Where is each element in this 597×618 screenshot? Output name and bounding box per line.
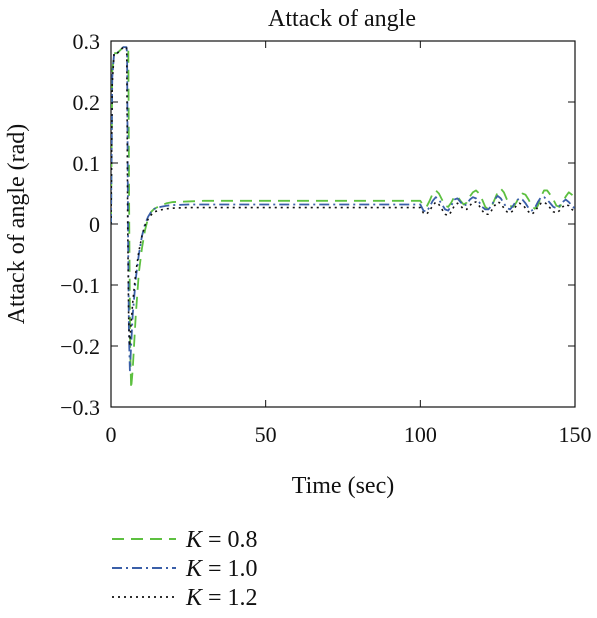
legend-label-2: K = 1.0 — [185, 556, 258, 582]
series-line-2 — [111, 46, 575, 372]
x-tick-label: 50 — [255, 422, 277, 447]
legend-label-1: K = 0.8 — [185, 527, 258, 553]
chart-title: Attack of angle — [268, 6, 416, 32]
series-lines — [111, 46, 575, 390]
legend-value: = 0.8 — [202, 527, 258, 553]
x-tick-label: 150 — [559, 422, 592, 447]
y-tick-label: 0.2 — [73, 90, 101, 115]
y-tick-label: −0.1 — [60, 273, 100, 298]
y-tick-label: −0.3 — [60, 395, 100, 420]
y-tick-label: 0.1 — [73, 151, 101, 176]
legend-variable: K — [185, 556, 204, 582]
axis-ticks: 0 50 100 150 −0.3 −0.2 −0.1 0 0.1 0.2 0.3 — [60, 29, 591, 447]
y-tick-label: −0.2 — [60, 334, 100, 359]
legend: K = 0.8K = 1.0K = 1.2 — [112, 527, 258, 611]
series-line-1 — [111, 46, 575, 390]
y-tick-label: 0.3 — [73, 29, 101, 54]
x-tick-label: 100 — [404, 422, 437, 447]
y-tick-label: 0 — [89, 212, 100, 237]
legend-value: = 1.0 — [202, 556, 258, 582]
series-line-3 — [111, 46, 575, 347]
plot-frame — [110, 40, 576, 408]
x-tick-label: 0 — [106, 422, 117, 447]
legend-value: = 1.2 — [202, 585, 258, 611]
legend-variable: K — [185, 585, 204, 611]
x-axis-label: Time (sec) — [292, 473, 394, 499]
legend-label-3: K = 1.2 — [185, 585, 258, 611]
legend-variable: K — [185, 527, 204, 553]
y-axis-label: Attack of angle (rad) — [4, 124, 30, 325]
